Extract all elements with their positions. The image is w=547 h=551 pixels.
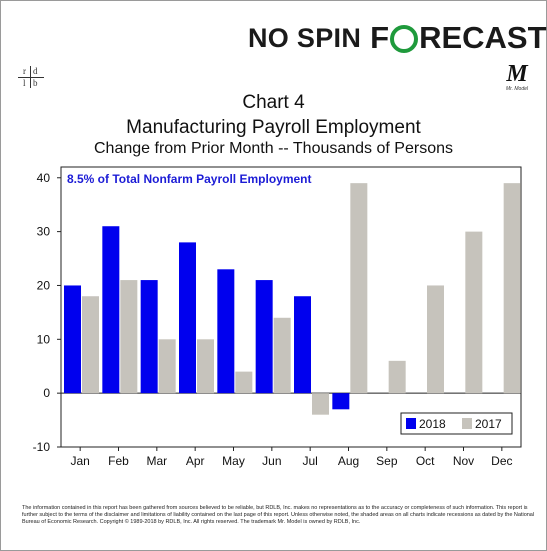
bar-2017-feb bbox=[120, 280, 138, 394]
bar-2018-jun bbox=[255, 280, 273, 394]
y-tick-label: 20 bbox=[37, 278, 51, 292]
y-tick-label: 40 bbox=[37, 171, 51, 185]
y-tick-label: 10 bbox=[37, 332, 51, 346]
bar-2017-aug bbox=[350, 183, 368, 394]
brand-text-f: F bbox=[370, 20, 390, 55]
y-tick-label: -10 bbox=[33, 440, 51, 454]
x-tick-label: Jan bbox=[70, 454, 89, 468]
disclaimer-footer: The information contained in this report… bbox=[22, 505, 535, 525]
x-tick-label: Jul bbox=[302, 454, 317, 468]
y-tick-label: 30 bbox=[37, 225, 51, 239]
x-tick-label: Dec bbox=[491, 454, 512, 468]
x-tick-label: Sep bbox=[376, 454, 398, 468]
bar-2017-sep bbox=[388, 360, 406, 394]
bar-2017-may bbox=[235, 371, 253, 394]
legend-label-2018: 2018 bbox=[419, 417, 446, 431]
target-icon bbox=[390, 25, 419, 53]
bar-2017-jun bbox=[273, 317, 291, 394]
bar-2017-dec bbox=[503, 183, 521, 394]
bar-2017-oct bbox=[427, 285, 444, 394]
bar-2017-mar bbox=[158, 339, 176, 394]
x-tick-label: Nov bbox=[453, 454, 474, 468]
y-tick-label: 0 bbox=[43, 386, 50, 400]
legend-swatch-2018 bbox=[406, 418, 416, 429]
bar-2018-aug bbox=[332, 393, 350, 410]
bar-2018-may bbox=[217, 269, 235, 394]
bar-2018-jul bbox=[294, 296, 311, 394]
x-tick-label: Feb bbox=[108, 454, 129, 468]
x-tick-label: Mar bbox=[146, 454, 167, 468]
legend-label-2017: 2017 bbox=[475, 417, 502, 431]
bar-2017-jan bbox=[82, 296, 99, 394]
legend-swatch-2017 bbox=[462, 418, 472, 429]
legend-box bbox=[400, 412, 513, 435]
plot-area bbox=[60, 166, 522, 448]
bar-2018-apr bbox=[179, 242, 196, 394]
chart-subtitle: Change from Prior Month -- Thousands of … bbox=[94, 140, 453, 157]
x-tick-label: May bbox=[222, 454, 245, 468]
chart-title: Manufacturing Payroll Employment bbox=[126, 117, 421, 138]
x-tick-label: Jun bbox=[262, 454, 281, 468]
rdlb-logo: r d l b bbox=[18, 66, 44, 90]
bar-2018-jan bbox=[64, 285, 81, 394]
bar-2017-apr bbox=[197, 339, 214, 394]
brand-text-recast: RECAST bbox=[419, 20, 547, 55]
bar-2018-mar bbox=[140, 280, 158, 394]
bar-2017-jul bbox=[312, 393, 329, 415]
x-tick-label: Apr bbox=[186, 454, 205, 468]
mr-model-logo: M Mr. Model bbox=[505, 61, 529, 92]
brand-text-no-spin: NO SPIN bbox=[248, 22, 362, 53]
chart-number-title: Chart 4 bbox=[242, 92, 305, 113]
x-tick-label: Aug bbox=[338, 454, 359, 468]
brand-logo: NO SPIN F RECAST bbox=[248, 18, 547, 58]
bar-2018-feb bbox=[102, 226, 120, 394]
x-tick-label: Oct bbox=[416, 454, 435, 468]
bar-2017-nov bbox=[465, 231, 483, 394]
chart-annotation: 8.5% of Total Nonfarm Payroll Employment bbox=[67, 172, 312, 186]
